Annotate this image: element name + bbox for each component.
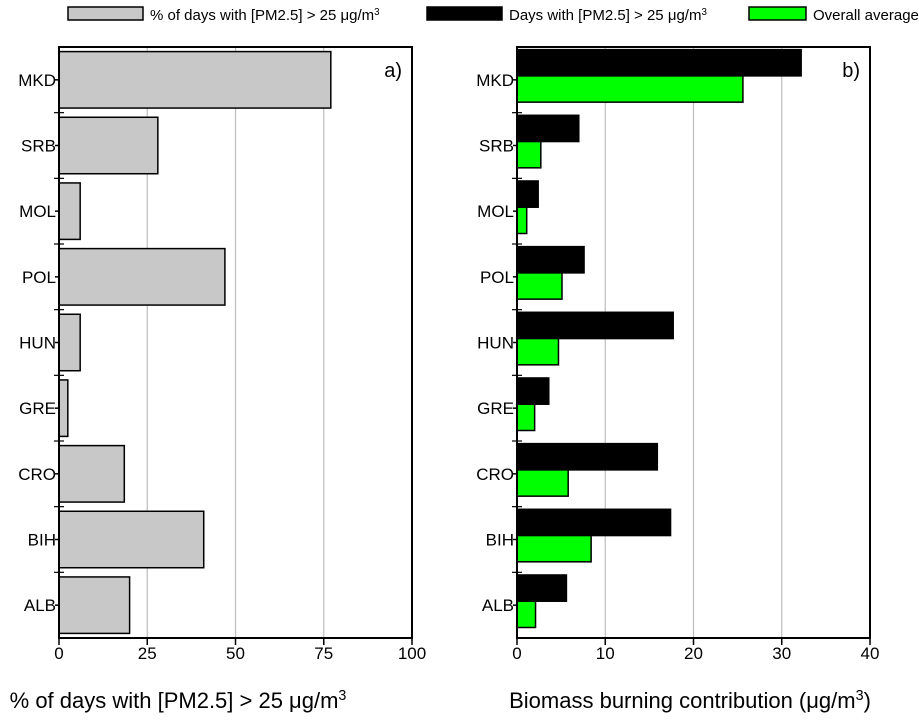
category-label-hun: HUN (477, 334, 514, 353)
category-label-cro: CRO (18, 465, 56, 484)
legend-label-0-main: % of days with [PM2.5] > 25 μg/m (150, 7, 374, 24)
category-label-hun: HUN (19, 334, 56, 353)
x-tick-label-2: 20 (684, 644, 703, 663)
legend-swatch-2 (748, 6, 807, 21)
bar-mol-series-0 (516, 180, 539, 208)
bar-mkd (58, 50, 332, 109)
category-label-mol: MOL (19, 202, 56, 221)
category-label-mkd: MKD (18, 71, 56, 90)
bar-mol (58, 182, 81, 241)
category-label-pol: POL (22, 268, 56, 287)
category-label-bih: BIH (486, 531, 514, 550)
panel-b: MKD SRB MOL POL HUN GRE CRO BIH ALB 0 10 20 30 40 b) Bi… (476, 46, 880, 713)
x-tick-label-3: 75 (314, 644, 333, 663)
bar-alb-series-0 (516, 574, 568, 602)
bar-gre-series-1 (516, 403, 536, 432)
panel-a: MKD SRB MOL POL HUN GRE CRO BIH ALB 0 25 50 75 100 a)%… (10, 46, 426, 713)
x-tick-label-2: 50 (226, 644, 245, 663)
category-label-srb: SRB (479, 137, 514, 156)
bar-pol-series-0 (516, 245, 585, 274)
category-label-alb: ALB (482, 596, 514, 615)
bar-srb (58, 116, 159, 175)
bar-gre-series-0 (516, 377, 550, 405)
category-label-mkd: MKD (476, 71, 514, 90)
legend-label-0-sup: 3 (374, 7, 379, 18)
bar-bih (58, 510, 205, 569)
x-axis-title-suffix: ) (864, 688, 871, 713)
bar-cro-series-1 (516, 469, 569, 497)
bar-mkd-series-0 (516, 48, 802, 77)
category-label-pol: POL (480, 268, 514, 287)
bar-alb (58, 576, 131, 635)
x-axis-title-sup: 3 (338, 688, 346, 704)
panel-label: a) (384, 60, 402, 82)
bar-hun-series-0 (516, 311, 674, 340)
bar-cro (58, 444, 126, 503)
category-label-gre: GRE (19, 399, 56, 418)
bar-mol-series-1 (516, 206, 528, 235)
legend-label-1-sup: 3 (701, 7, 706, 18)
legend-label-1: Days with [PM2.5] > 25 μg/m3 (509, 7, 707, 25)
category-label-mol: MOL (477, 202, 514, 221)
category-label-srb: SRB (21, 137, 56, 156)
x-axis-title-main: % of days with [PM2.5] > 25 μg/m (10, 688, 339, 713)
legend: % of days with [PM2.5] > 25 μg/m3 Days wi… (67, 6, 919, 25)
x-axis-title-main: Biomass burning contribution (μg/m (509, 688, 856, 713)
x-axis-title-sup: 3 (856, 688, 864, 704)
x-tick-label-0: 0 (54, 644, 63, 663)
legend-label-2-main: Overall average (813, 7, 919, 24)
bar-hun (58, 313, 81, 372)
bar-hun-series-1 (516, 337, 560, 366)
bar-pol (58, 247, 226, 306)
bar-cro-series-0 (516, 442, 659, 471)
bar-mkd-series-1 (516, 75, 744, 103)
x-tick-label-0: 0 (512, 644, 521, 663)
category-label-gre: GRE (477, 399, 514, 418)
legend-label-2: Overall average (813, 7, 919, 24)
legend-label-1-main: Days with [PM2.5] > 25 μg/m (509, 7, 701, 24)
bar-bih-series-1 (516, 534, 592, 563)
x-tick-label-3: 30 (772, 644, 791, 663)
x-axis-title: % of days with [PM2.5] > 25 μg/m3 (10, 688, 347, 713)
legend-swatch-1 (426, 6, 503, 21)
x-tick-label-4: 40 (861, 644, 880, 663)
legend-swatch-0 (67, 6, 144, 21)
category-label-cro: CRO (476, 465, 514, 484)
legend-label-0: % of days with [PM2.5] > 25 μg/m3 (150, 7, 380, 25)
x-tick-label-1: 25 (138, 644, 157, 663)
x-axis-title: Biomass burning contribution (μg/m3) (509, 688, 871, 713)
bar-alb-series-1 (516, 600, 537, 629)
bar-pol-series-1 (516, 272, 563, 300)
bar-bih-series-0 (516, 508, 672, 537)
bar-gre (58, 379, 69, 438)
category-label-bih: BIH (28, 531, 56, 550)
bar-srb-series-0 (516, 114, 580, 143)
bar-srb-series-1 (516, 140, 542, 169)
panel-label: b) (842, 60, 860, 82)
x-tick-label-1: 10 (596, 644, 615, 663)
x-tick-label-4: 100 (398, 644, 426, 663)
category-label-alb: ALB (24, 596, 56, 615)
